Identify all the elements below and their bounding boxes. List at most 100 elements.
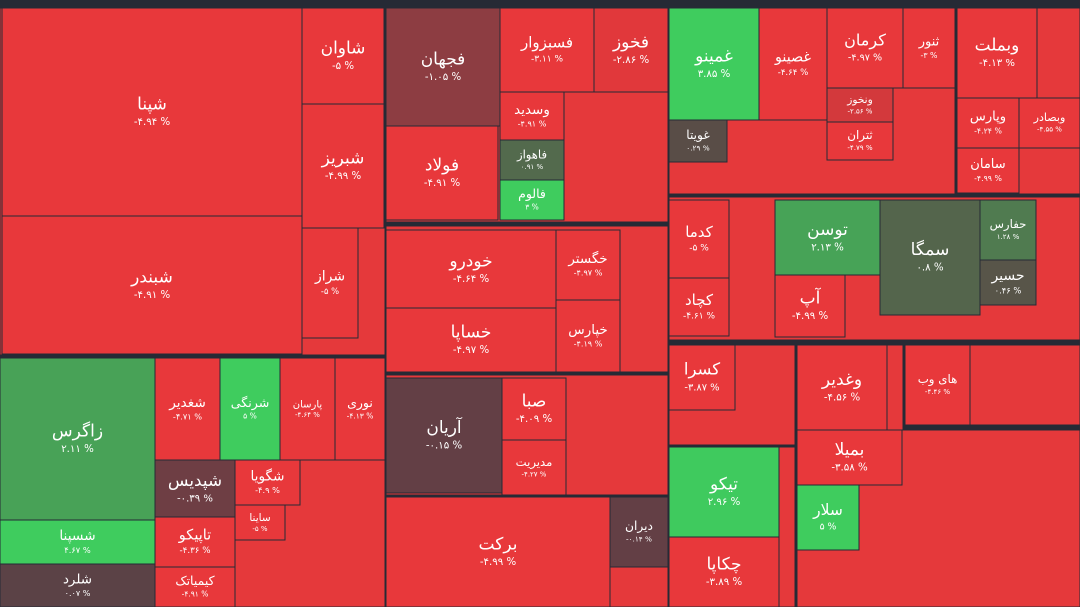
tile-change: -۴.۹۱ % [424, 178, 461, 189]
tile[interactable] [668, 446, 780, 538]
tile[interactable] [385, 377, 503, 494]
tile-name: شبندر [130, 267, 173, 287]
tile-name: فالوم [518, 186, 546, 202]
tile-name: وسدید [514, 102, 550, 118]
tile[interactable] [499, 179, 565, 221]
tile[interactable] [501, 377, 567, 441]
tile[interactable] [555, 299, 621, 373]
tile-change: -۵ % [689, 244, 709, 254]
tile[interactable] [385, 125, 499, 221]
tile[interactable] [774, 274, 846, 338]
tile[interactable] [301, 227, 359, 339]
tile-change: -۴.۵۶ % [824, 393, 861, 404]
tile-name: ثتران [847, 128, 872, 143]
tile[interactable] [956, 147, 1020, 194]
tile[interactable] [668, 119, 728, 163]
tile[interactable] [501, 439, 567, 496]
tile-change: -۴.۹۹ % [792, 311, 829, 322]
tile[interactable] [234, 504, 286, 541]
tile-name: سامان [970, 157, 1005, 172]
tile[interactable] [668, 277, 730, 337]
tile-change: ۰.۹۱ % [521, 163, 544, 171]
tile-name: های وب [918, 372, 958, 387]
tile-name: صبا [522, 391, 547, 411]
tile[interactable] [979, 259, 1037, 306]
tile[interactable] [154, 459, 236, 518]
tile[interactable] [979, 199, 1037, 261]
tile-name: شاوان [321, 38, 366, 58]
tile[interactable] [499, 139, 565, 181]
tile[interactable] [0, 357, 156, 521]
tile-name: خگستر [567, 250, 607, 267]
tile[interactable] [555, 229, 621, 301]
tile-change: -۴.۹۹ % [974, 174, 1002, 183]
tile[interactable] [1018, 97, 1080, 149]
tile-name: بمیلا [835, 440, 865, 460]
tile-change: -۴.۶۴ % [295, 411, 320, 419]
tile-name: کیمیاتک [175, 573, 214, 588]
tile-change: -۵ % [321, 286, 339, 296]
tile[interactable] [758, 7, 828, 121]
tile[interactable] [826, 121, 894, 161]
tile-change: -۵ % [252, 525, 268, 533]
tile[interactable] [154, 357, 221, 461]
tile[interactable] [499, 91, 565, 141]
tile-change: ۵ % [820, 521, 837, 532]
tile-name: شلرد [63, 572, 92, 587]
tile-name: فسبزوار [520, 34, 573, 52]
tile[interactable] [154, 566, 236, 607]
tile-name: کچاد [685, 291, 714, 309]
tile[interactable] [334, 357, 386, 461]
tile[interactable] [879, 199, 981, 316]
tile[interactable] [609, 496, 669, 568]
tile-name: وغدیر [821, 370, 862, 390]
tile-name: شبریز [321, 148, 365, 168]
tile[interactable] [301, 7, 385, 105]
tile[interactable] [774, 199, 881, 276]
tile[interactable] [279, 357, 336, 461]
tile[interactable] [0, 519, 156, 565]
tile-change: -۴.۹ % [255, 485, 280, 495]
tile[interactable] [902, 7, 956, 89]
tile-change: -۴.۷۹ % [847, 143, 873, 152]
tile-name: فجهان [421, 49, 466, 69]
tile-name: کسرا [684, 360, 720, 380]
tile-change: ۱.۲۸ % [997, 232, 1020, 241]
tile-change: -۴.۹۱ % [518, 119, 547, 129]
tile-change: -۴.۹۱ % [182, 590, 209, 599]
tile[interactable] [154, 516, 236, 568]
tile[interactable] [385, 307, 557, 373]
tile-change: -۲.۵۶ % [848, 107, 873, 115]
tile[interactable] [796, 484, 860, 551]
tile[interactable] [668, 344, 736, 411]
tile-name: غصینو [774, 50, 811, 66]
tile-name: آپ [800, 286, 822, 308]
tile-change: ۰.۴۶ % [995, 285, 1022, 295]
tile-name: حسیر [990, 268, 1024, 284]
tile-name: سلار [812, 501, 843, 519]
tile[interactable] [301, 103, 385, 229]
tile[interactable] [796, 429, 903, 486]
tile-change: ۵ % [243, 412, 257, 421]
tile-change: -۴.۶۱ % [683, 312, 715, 322]
tile-name: سمگا [911, 239, 950, 260]
tile[interactable] [826, 87, 894, 123]
tile[interactable] [1, 7, 303, 217]
tile-change: -۴.۶۴ % [778, 68, 809, 78]
tile[interactable] [593, 7, 669, 93]
tile[interactable] [668, 7, 760, 121]
tile[interactable] [219, 357, 281, 461]
tile[interactable] [796, 344, 888, 431]
tile-change: -۴.۲۴ % [974, 126, 1002, 135]
tile-name: نوری [347, 395, 373, 411]
tile-name: توسن [807, 220, 848, 240]
tile[interactable] [385, 229, 557, 309]
tile-name: وبصادر [1033, 111, 1066, 124]
tile-change: ۳ % [525, 203, 539, 212]
tile[interactable] [385, 496, 611, 607]
tile[interactable] [668, 536, 780, 607]
tile[interactable] [385, 7, 501, 127]
tile-name: پارسان [293, 400, 323, 411]
tile-name: کرمان [844, 30, 886, 50]
tile[interactable] [904, 344, 971, 426]
